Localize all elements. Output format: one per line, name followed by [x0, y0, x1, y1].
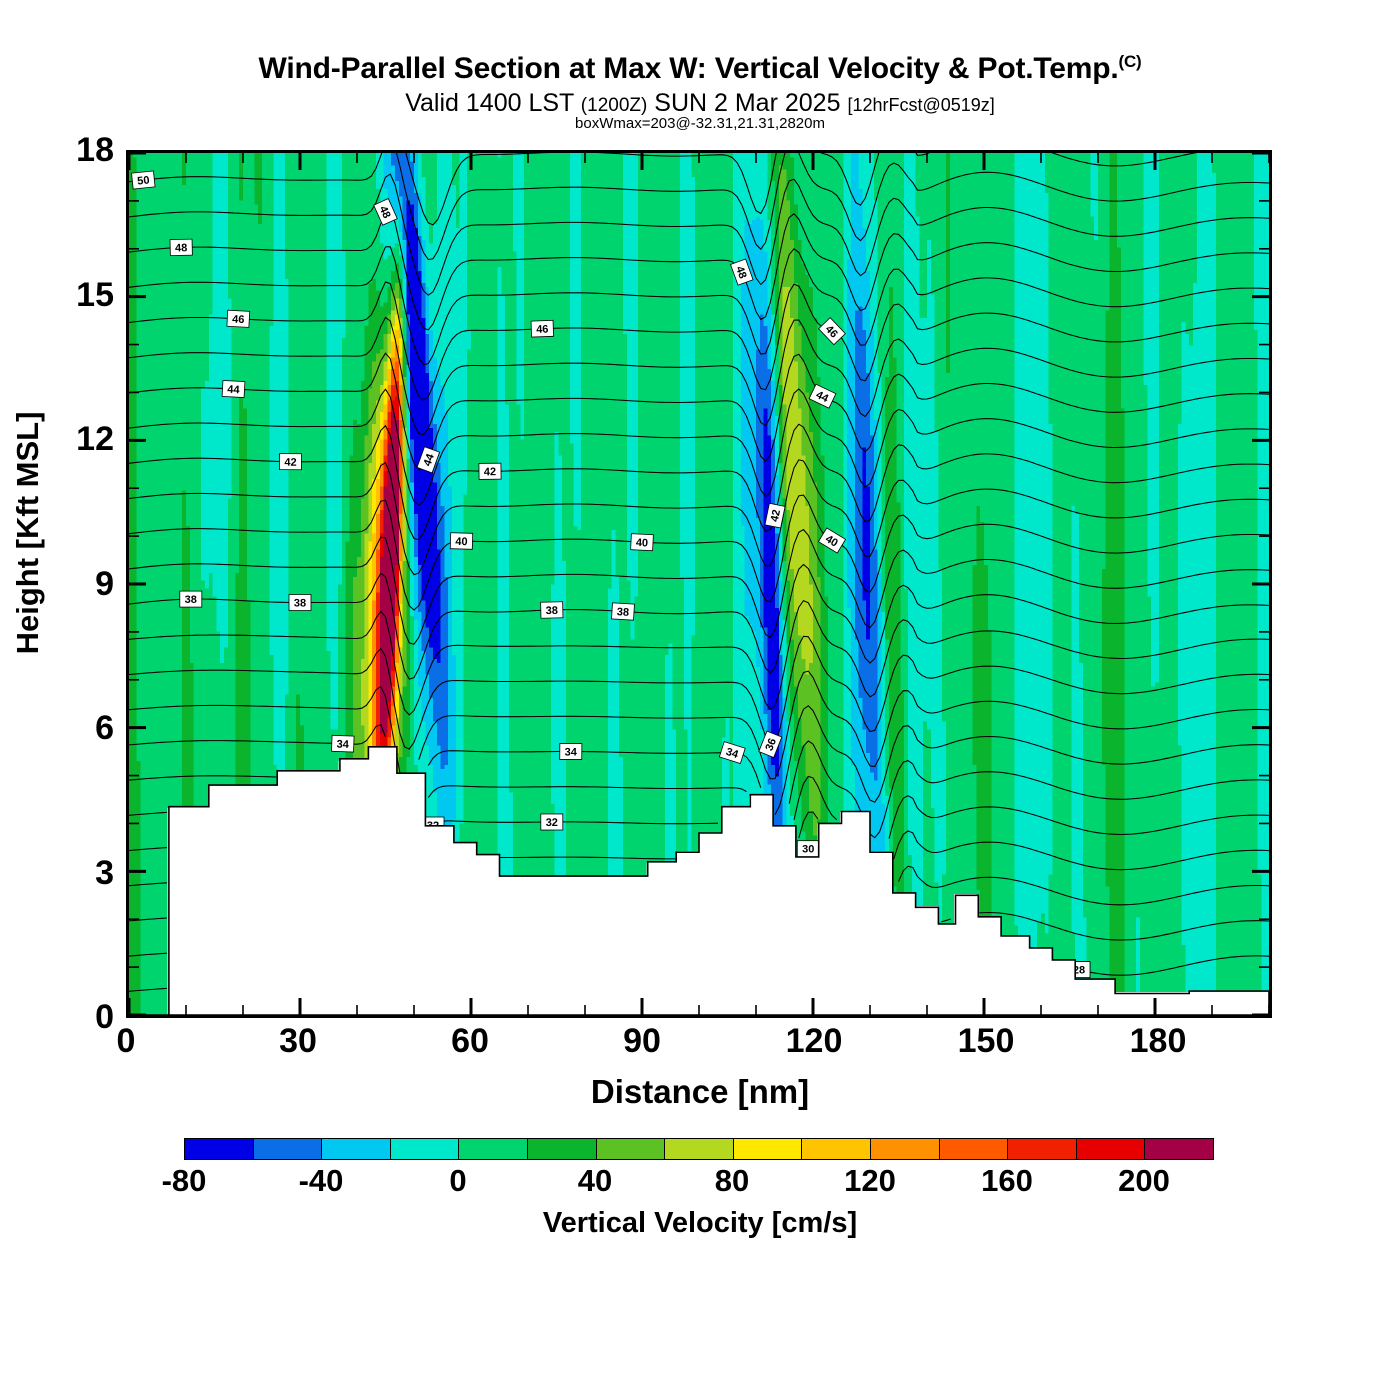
colorbar [184, 1138, 1214, 1160]
contour-label-46: 46 [226, 309, 251, 328]
colorbar-segment--80 [185, 1139, 254, 1159]
x-tick-150: 150 [957, 1022, 1015, 1060]
contour-label-38: 38 [540, 601, 564, 619]
contour-label-46: 46 [818, 317, 846, 346]
contour-label-44: 44 [416, 446, 441, 474]
colorbar-tick-200: 200 [1118, 1163, 1170, 1198]
y-tick-6: 6 [95, 709, 114, 747]
axis-ticks [129, 153, 1269, 1015]
subtitle-valid: Valid 1400 LST [405, 89, 574, 117]
contour-label-34: 34 [331, 734, 355, 753]
contour-labels: 2828303232343434363838383840404042424244… [131, 170, 1091, 978]
contour-label-30: 30 [796, 840, 820, 858]
y-axis-title: Height [Kft MSL] [10, 411, 45, 655]
x-tick-30: 30 [279, 1022, 317, 1060]
subtitle-day: SUN 2 Mar 2025 [654, 89, 841, 117]
contour-label-32: 32 [540, 813, 564, 831]
y-tick-18: 18 [76, 131, 114, 169]
y-tick-12: 12 [76, 420, 114, 458]
contour-label-48: 48 [373, 198, 398, 226]
contour-label-40: 40 [449, 532, 474, 550]
cross-section-plot: 2828303232343434363838383840404042424244… [126, 150, 1272, 1018]
colorbar-segment-160 [1008, 1139, 1077, 1159]
colorbar-tick-0: 0 [449, 1163, 467, 1198]
contour-label-38: 38 [179, 590, 203, 608]
colorbar-tick-160: 160 [981, 1163, 1033, 1198]
x-tick-90: 90 [623, 1022, 661, 1060]
colorbar-tick-40: 40 [577, 1163, 613, 1198]
colorbar-segment--40 [322, 1139, 391, 1159]
colorbar-segment-180 [1076, 1139, 1146, 1159]
contour-label-42: 42 [279, 453, 302, 471]
contour-label-42: 42 [478, 462, 502, 480]
colorbar-tick-120: 120 [844, 1163, 896, 1198]
contour-label-34: 34 [718, 741, 746, 765]
contour-label-48: 48 [730, 258, 754, 286]
subtitle: Valid 1400 LST (1200Z) SUN 2 Mar 2025 [1… [0, 89, 1400, 118]
subtitle-forecast: [12hrFcst@0519z] [847, 95, 995, 115]
colorbar-title: Vertical Velocity [cm/s] [542, 1207, 858, 1239]
filled-contours [129, 153, 1269, 1015]
contour-label-36: 36 [758, 730, 783, 758]
y-tick-3: 3 [95, 854, 114, 892]
wmax-annotation: boxWmax=203@-32.31,21.31,2820m [575, 115, 825, 132]
colorbar-segment-100 [802, 1139, 871, 1159]
x-tick-180: 180 [1129, 1022, 1187, 1060]
colorbar-segment-80 [733, 1139, 803, 1159]
contour-label-38: 38 [611, 602, 635, 621]
contour-label-40: 40 [630, 533, 654, 552]
isentrope-contours [129, 153, 1269, 992]
subtitle-utc: (1200Z) [580, 95, 648, 116]
contour-label-46: 46 [530, 319, 554, 338]
colorbar-tick-80: 80 [714, 1163, 750, 1198]
page-title: Wind-Parallel Section at Max W: Vertical… [0, 52, 1400, 86]
colorbar-segment-140 [939, 1139, 1009, 1159]
colorbar-segment-0 [459, 1139, 528, 1159]
colorbar-segment-60 [665, 1139, 734, 1159]
colorbar-tick--40: -40 [298, 1163, 344, 1198]
y-tick-0: 0 [95, 998, 114, 1036]
contour-label-40: 40 [817, 527, 847, 554]
copyright-mark: (C) [1118, 52, 1142, 71]
contour-label-44: 44 [221, 379, 246, 399]
contour-label-42: 42 [764, 502, 786, 529]
contour-label-38: 38 [288, 594, 312, 611]
y-tick-15: 15 [76, 276, 114, 314]
contour-label-44: 44 [808, 383, 837, 409]
x-tick-120: 120 [785, 1022, 843, 1060]
colorbar-tick--80: -80 [161, 1163, 207, 1198]
contour-label-48: 48 [169, 238, 193, 257]
colorbar-segment-200 [1145, 1139, 1213, 1159]
colorbar-segment-20 [527, 1139, 597, 1159]
contour-field: 2828303232343434363838383840404042424244… [129, 153, 1269, 1015]
x-tick-0: 0 [116, 1022, 136, 1060]
x-tick-60: 60 [451, 1022, 489, 1060]
colorbar-segment--20 [390, 1139, 460, 1159]
title-text: Wind-Parallel Section at Max W: Vertical… [258, 52, 1119, 85]
terrain-mask [129, 746, 1269, 1015]
colorbar-segment--60 [253, 1139, 323, 1159]
colorbar-segment-40 [596, 1139, 666, 1159]
y-tick-9: 9 [95, 565, 114, 603]
colorbar-segment-120 [870, 1139, 940, 1159]
contour-label-50: 50 [131, 170, 156, 190]
x-axis-title: Distance [nm] [590, 1073, 810, 1110]
contour-label-34: 34 [559, 743, 583, 760]
